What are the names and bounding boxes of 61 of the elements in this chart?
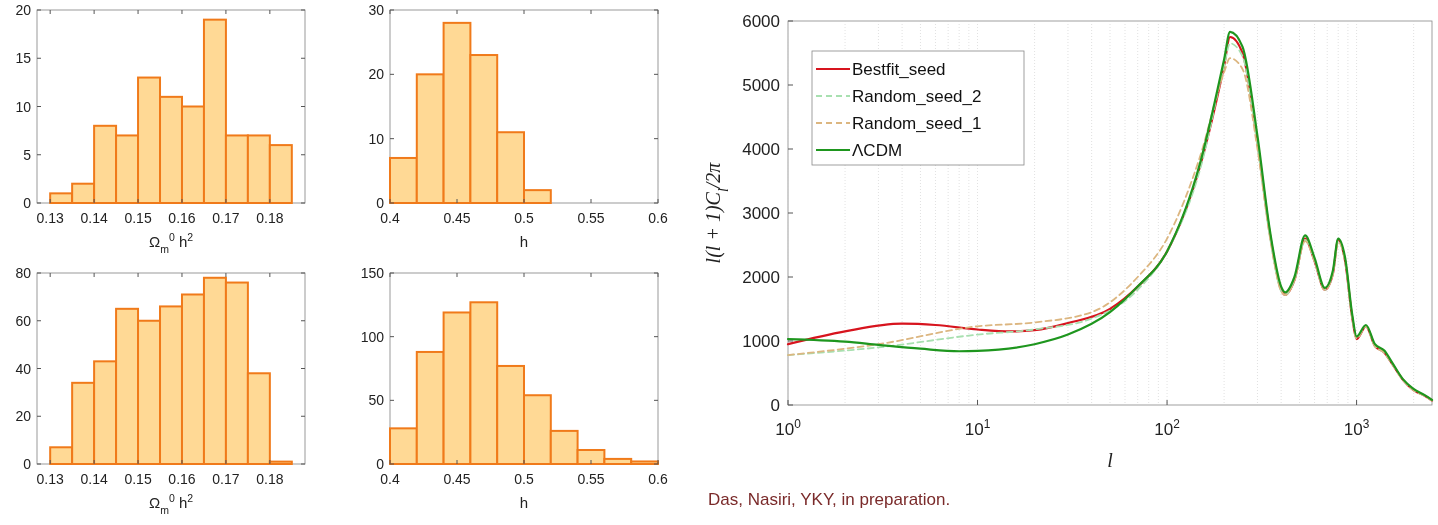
y-tick-label: 20 [15, 2, 32, 18]
x-tick-label: 0.4 [380, 210, 400, 226]
y-tick-label: 50 [368, 392, 385, 409]
x-tick-label: 0.18 [256, 471, 284, 487]
legend-label: ΛCDM [852, 141, 903, 160]
x-tick-label: 0.5 [514, 210, 534, 226]
legend-label: Random_seed_1 [852, 114, 982, 133]
x-tick-label: 10$^{2}$ [1154, 417, 1181, 439]
x-axis-title: Ω$_{m}$$^{0}$ h$^{2}$ [148, 492, 194, 516]
x-tick-label: 10$^{0}$ [775, 417, 802, 439]
y-tick-label: 10 [368, 130, 385, 147]
x-tick-label: 0.14 [80, 210, 108, 226]
x-tick-label: 0.17 [212, 471, 240, 487]
x-tick-label: 0.18 [256, 210, 284, 226]
x-tick-label: 0.14 [80, 471, 108, 487]
legend-label: Bestfit_seed [852, 60, 946, 79]
y-tick-label: 0 [23, 456, 32, 472]
x-tick-label: 10$^{1}$ [964, 417, 991, 439]
y-tick-label: 20 [368, 66, 385, 83]
x-tick-label: 0.6 [648, 471, 668, 487]
y-tick-label: 10 [15, 98, 32, 115]
x-axis-title: l [1107, 449, 1114, 471]
x-tick-label: 0.45 [443, 210, 471, 226]
x-tick-label: 0.17 [212, 210, 240, 226]
x-tick-label: 0.15 [124, 471, 152, 487]
y-tick-label: 0 [23, 195, 32, 211]
y-tick-label: 5 [23, 146, 32, 163]
text: Das, Nasiri, YKY, in preparation. [708, 490, 951, 509]
y-tick-label: 3000 [742, 204, 780, 223]
x-tick-label: 0.16 [168, 210, 196, 226]
x-tick-label: 0.6 [648, 210, 668, 226]
x-tick-label: 0.16 [168, 471, 196, 487]
x-tick-label: 10$^{3}$ [1343, 417, 1370, 439]
y-tick-label: 80 [15, 265, 32, 281]
x-tick-label: 0.13 [36, 210, 65, 226]
y-tick-label: 4000 [742, 140, 780, 159]
y-tick-label: 6000 [742, 12, 780, 31]
x-tick-label: 0.13 [36, 471, 65, 487]
x-tick-label: 0.15 [124, 210, 152, 226]
x-axis-title: h [519, 233, 529, 250]
y-tick-label: 2000 [742, 268, 780, 287]
legend-label: Random_seed_2 [852, 87, 982, 106]
y-tick-label: 5000 [742, 76, 780, 95]
x-tick-label: 0.55 [577, 210, 605, 226]
x-tick-label: 0.4 [380, 471, 400, 487]
y-tick-label: 0 [770, 396, 780, 415]
y-tick-label: 150 [360, 265, 385, 281]
y-tick-label: 0 [376, 456, 385, 472]
x-axis-title: Ω$_{m}$$^{0}$ h$^{2}$ [148, 231, 194, 255]
y-tick-label: 60 [15, 312, 32, 329]
x-tick-label: 0.55 [577, 471, 605, 487]
x-tick-label: 0.5 [514, 471, 534, 487]
y-tick-label: 0 [376, 195, 385, 211]
x-axis-title: h [519, 494, 529, 511]
y-tick-label: 30 [368, 2, 385, 18]
y-tick-label: 20 [15, 408, 32, 425]
y-tick-label: 15 [15, 50, 32, 67]
y-tick-label: 100 [360, 328, 385, 345]
x-tick-label: 0.45 [443, 471, 471, 487]
y-tick-label: 1000 [742, 332, 780, 351]
y-tick-label: 40 [15, 360, 32, 377]
